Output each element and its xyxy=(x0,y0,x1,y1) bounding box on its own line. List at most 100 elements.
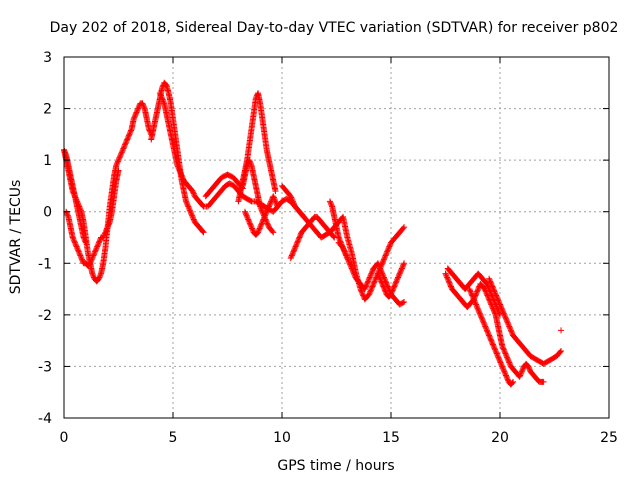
data-point xyxy=(114,158,121,165)
data-point xyxy=(486,275,493,282)
data-point xyxy=(187,210,194,217)
data-point xyxy=(346,260,353,267)
data-point xyxy=(500,310,507,317)
data-point xyxy=(126,130,133,137)
data-point xyxy=(264,206,271,213)
data-point xyxy=(81,237,88,244)
data-point xyxy=(507,327,514,334)
data-point xyxy=(249,226,256,233)
data-point xyxy=(89,271,96,278)
data-point xyxy=(372,277,379,284)
data-point xyxy=(246,157,253,164)
data-point xyxy=(122,141,129,148)
data-point xyxy=(364,279,371,286)
data-point xyxy=(90,252,97,259)
data-point xyxy=(183,199,190,206)
data-point xyxy=(288,195,295,202)
data-point xyxy=(366,274,373,281)
data-point xyxy=(134,108,141,115)
data-point xyxy=(267,199,274,206)
x-tick-label: 5 xyxy=(169,430,178,446)
data-point xyxy=(486,333,493,340)
data-point xyxy=(344,255,351,262)
data-point xyxy=(89,255,96,262)
data-point xyxy=(383,251,390,258)
data-point xyxy=(386,243,393,250)
data-point xyxy=(489,284,496,291)
data-point xyxy=(500,366,507,373)
data-point xyxy=(497,301,503,308)
data-point xyxy=(384,248,391,255)
data-point xyxy=(482,324,489,331)
data-point xyxy=(499,363,506,370)
data-point xyxy=(90,251,97,258)
data-point xyxy=(125,133,132,140)
data-point xyxy=(185,204,192,211)
data-point xyxy=(505,356,512,363)
data-point xyxy=(82,239,89,246)
data-point xyxy=(492,289,499,296)
data-point xyxy=(185,203,192,210)
data-point xyxy=(328,200,335,207)
data-point xyxy=(176,167,183,174)
data-point xyxy=(470,296,477,303)
data-point xyxy=(494,296,501,303)
data-point xyxy=(494,351,501,358)
x-tick-label: 0 xyxy=(60,430,69,446)
data-point xyxy=(504,354,511,361)
data-point xyxy=(388,291,394,298)
data-point xyxy=(486,332,493,339)
data-point xyxy=(246,219,253,226)
data-point xyxy=(295,235,302,242)
data-point xyxy=(69,234,76,241)
data-point xyxy=(371,279,378,286)
data-point xyxy=(160,99,167,106)
data-point xyxy=(96,273,103,280)
data-point xyxy=(342,249,349,256)
data-point xyxy=(105,221,112,228)
data-point xyxy=(100,233,107,240)
data-point xyxy=(558,347,565,354)
data-point xyxy=(382,252,389,259)
data-point xyxy=(297,231,304,238)
data-point xyxy=(258,220,265,227)
data-point xyxy=(256,226,263,233)
data-point xyxy=(362,283,369,290)
data-point xyxy=(269,228,276,235)
data-point xyxy=(491,345,498,352)
data-point xyxy=(502,372,509,379)
data-point xyxy=(377,265,384,272)
data-point xyxy=(506,360,513,367)
data-point xyxy=(101,231,108,238)
data-point xyxy=(117,151,124,158)
data-point xyxy=(475,306,482,313)
data-point xyxy=(479,317,486,324)
data-point xyxy=(484,328,491,335)
data-point xyxy=(265,204,272,211)
data-point xyxy=(95,239,102,246)
data-point xyxy=(338,240,345,247)
data-point xyxy=(116,155,123,162)
data-point xyxy=(158,92,165,99)
data-point xyxy=(483,326,490,333)
data-point xyxy=(288,194,295,201)
data-point xyxy=(488,280,495,287)
data-point xyxy=(70,235,77,242)
data-point xyxy=(132,110,139,117)
data-point xyxy=(261,215,268,222)
data-point xyxy=(156,90,163,97)
data-point xyxy=(159,84,166,91)
data-point xyxy=(400,225,407,232)
data-point xyxy=(93,244,100,251)
data-point xyxy=(390,284,397,291)
data-point xyxy=(476,309,483,316)
data-point xyxy=(158,93,165,100)
data-point xyxy=(76,249,83,256)
data-point xyxy=(480,319,487,326)
data-point xyxy=(443,271,450,278)
data-point xyxy=(177,170,184,177)
data-point xyxy=(499,307,506,314)
plot-frame xyxy=(63,56,610,419)
data-point xyxy=(188,211,195,218)
data-point xyxy=(493,292,500,299)
